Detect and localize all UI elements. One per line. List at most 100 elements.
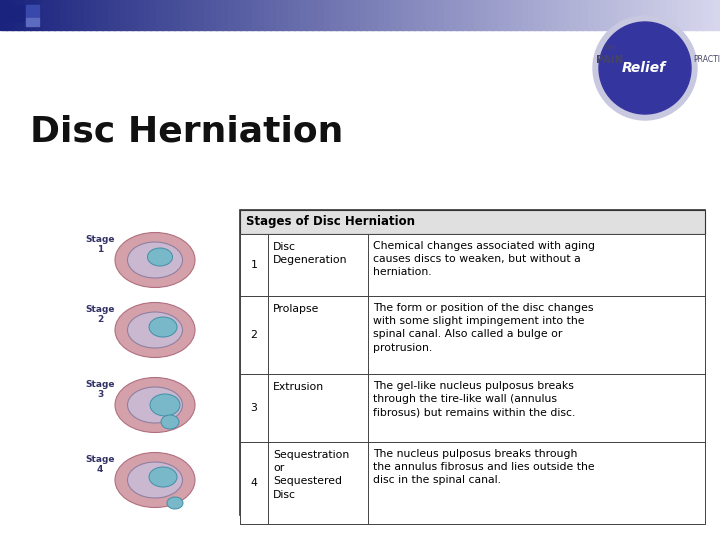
Bar — [354, 0, 361, 30]
Bar — [426, 0, 433, 30]
Bar — [48, 0, 55, 30]
Bar — [342, 0, 349, 30]
Bar — [630, 0, 637, 30]
Text: Sequestration
or
Sequestered
Disc: Sequestration or Sequestered Disc — [273, 450, 349, 500]
Bar — [96, 0, 103, 30]
Bar — [268, 442, 368, 524]
Text: Disc Herniation: Disc Herniation — [30, 115, 343, 149]
Bar — [180, 0, 187, 30]
Bar — [324, 0, 331, 30]
Text: THE: THE — [603, 45, 617, 51]
Bar — [366, 0, 373, 30]
Bar — [12, 0, 19, 30]
Bar — [84, 0, 91, 30]
Bar — [534, 0, 541, 30]
Bar — [540, 0, 547, 30]
Bar — [210, 0, 217, 30]
Bar — [582, 0, 589, 30]
Bar — [240, 442, 705, 524]
Bar — [36, 0, 43, 30]
Bar — [66, 0, 73, 30]
Bar — [504, 0, 511, 30]
Bar — [268, 296, 368, 374]
Bar — [666, 0, 673, 30]
Bar — [54, 0, 61, 30]
Bar — [240, 234, 268, 296]
Bar — [576, 0, 583, 30]
Bar — [312, 0, 319, 30]
Text: 4: 4 — [251, 478, 258, 488]
Bar — [690, 0, 697, 30]
Text: PAIN: PAIN — [596, 55, 624, 65]
Bar — [268, 374, 368, 442]
Bar — [456, 0, 463, 30]
Text: 1: 1 — [251, 260, 258, 270]
Bar — [594, 0, 601, 30]
Bar — [708, 0, 715, 30]
Text: The form or position of the disc changes
with some slight impingement into the
s: The form or position of the disc changes… — [373, 303, 593, 353]
Bar — [660, 0, 667, 30]
Bar — [240, 442, 268, 524]
Bar — [368, 234, 705, 296]
Ellipse shape — [149, 317, 177, 337]
Bar — [468, 0, 475, 30]
Bar — [26, 18, 39, 26]
Bar — [192, 0, 199, 30]
Bar — [138, 0, 145, 30]
Bar — [26, 5, 39, 18]
Ellipse shape — [127, 387, 182, 423]
Bar — [714, 0, 720, 30]
Bar — [268, 234, 368, 296]
Bar — [30, 0, 37, 30]
Bar — [414, 0, 421, 30]
Ellipse shape — [115, 377, 195, 433]
Bar — [72, 0, 79, 30]
Bar — [402, 0, 409, 30]
Bar — [186, 0, 193, 30]
Bar — [450, 0, 457, 30]
Bar — [642, 0, 649, 30]
Bar — [8, 5, 24, 21]
Bar — [492, 0, 499, 30]
Bar — [144, 0, 151, 30]
Text: Chemical changes associated with aging
causes discs to weaken, but without a
her: Chemical changes associated with aging c… — [373, 241, 595, 278]
Bar — [618, 0, 625, 30]
Bar — [390, 0, 397, 30]
Text: Disc
Degeneration: Disc Degeneration — [273, 242, 348, 265]
Bar — [528, 0, 535, 30]
Bar — [678, 0, 685, 30]
Text: Stage
2: Stage 2 — [85, 305, 114, 323]
Bar — [216, 0, 223, 30]
Bar — [696, 0, 703, 30]
Bar — [90, 0, 97, 30]
Bar — [588, 0, 595, 30]
Bar — [156, 0, 163, 30]
Bar — [624, 0, 631, 30]
Bar — [612, 0, 619, 30]
Bar — [474, 0, 481, 30]
Text: 2: 2 — [251, 330, 258, 340]
Bar — [174, 0, 181, 30]
Bar — [240, 374, 705, 442]
Ellipse shape — [127, 312, 182, 348]
Bar — [420, 0, 427, 30]
Bar — [246, 0, 253, 30]
Bar — [228, 0, 235, 30]
Bar — [486, 0, 493, 30]
Bar — [480, 0, 487, 30]
Ellipse shape — [115, 453, 195, 508]
Bar — [198, 0, 205, 30]
Bar — [510, 0, 517, 30]
Bar — [294, 0, 301, 30]
Text: Prolapse: Prolapse — [273, 304, 320, 314]
Bar — [330, 0, 337, 30]
Bar — [162, 0, 169, 30]
Bar — [270, 0, 277, 30]
Text: Stage
1: Stage 1 — [85, 235, 114, 254]
Bar — [564, 0, 571, 30]
Text: Stage
4: Stage 4 — [85, 455, 114, 474]
Bar — [498, 0, 505, 30]
Bar — [636, 0, 643, 30]
Bar — [240, 374, 268, 442]
Bar — [516, 0, 523, 30]
